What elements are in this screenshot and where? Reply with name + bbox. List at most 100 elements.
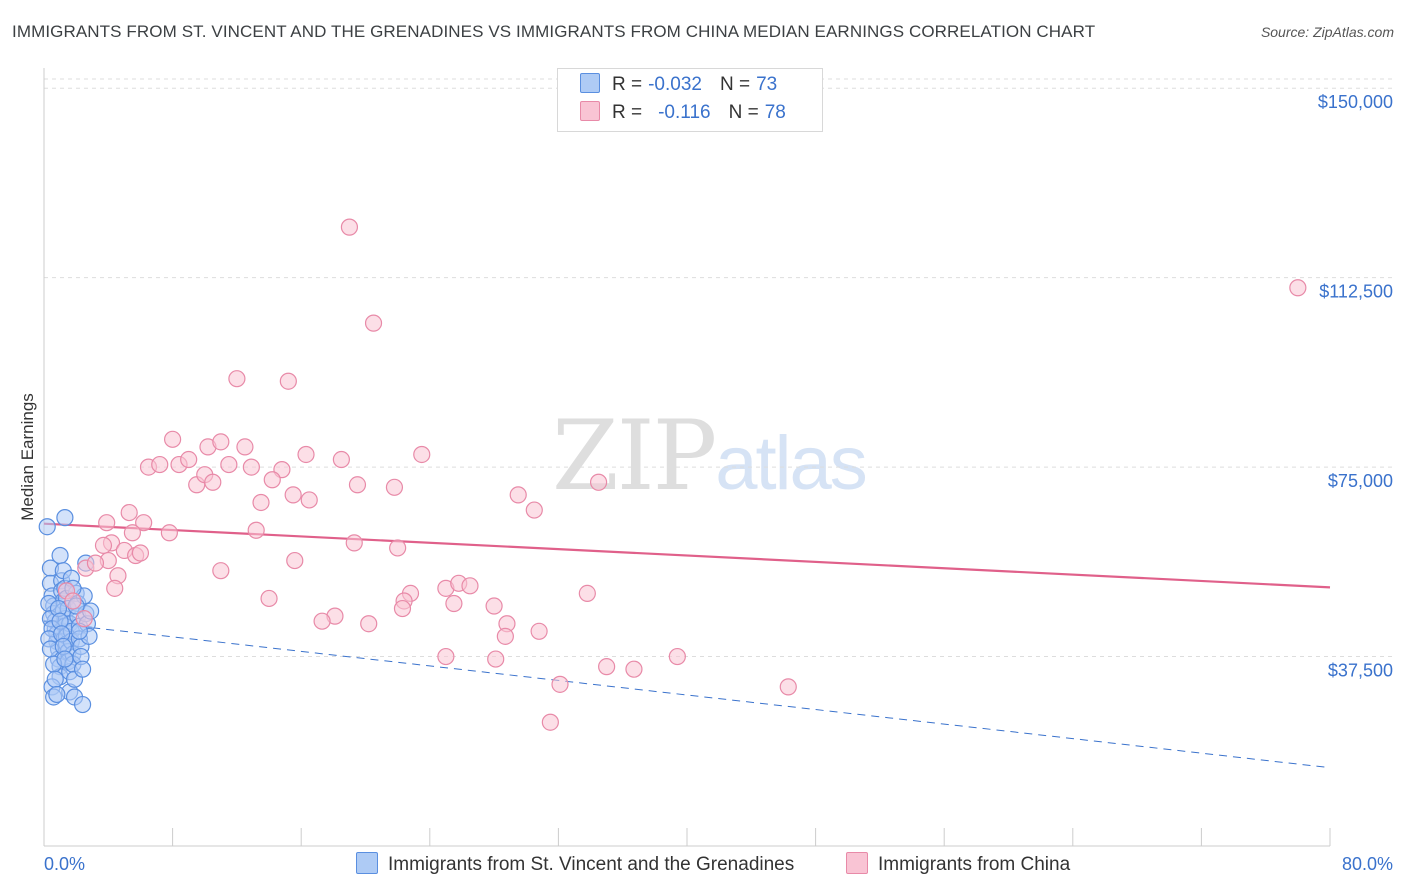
data-point-china xyxy=(106,579,124,597)
legend-row-series2: R = -0.116 N = 78 xyxy=(580,101,786,127)
data-point-china xyxy=(578,584,596,603)
legend-n-label: N = xyxy=(719,74,751,95)
legend-n-value: 78 xyxy=(764,102,786,123)
watermark: ZIPatlas xyxy=(552,400,868,512)
data-point-china xyxy=(120,503,138,522)
legend-r-value: -0.116 xyxy=(658,102,711,123)
axes xyxy=(43,68,1331,847)
tick-labels: $37,500 $75,000 $112,500 $150,000 0.0% 80.0% M… xyxy=(18,92,1393,874)
data-point-china xyxy=(247,521,265,539)
data-point-china xyxy=(393,599,412,618)
data-point-china xyxy=(779,678,797,696)
data-point-stvincent xyxy=(51,546,69,565)
bottom-legend-swatch-pink xyxy=(846,852,868,874)
data-point-china xyxy=(94,536,113,555)
data-point-china xyxy=(487,650,505,668)
source-label: Source: ZipAtlas.com xyxy=(1260,24,1394,40)
data-point-stvincent xyxy=(73,695,92,714)
data-point-stvincent xyxy=(46,670,64,688)
data-point-china xyxy=(364,314,383,332)
data-point-china xyxy=(286,551,304,570)
data-point-china xyxy=(164,430,182,448)
y-axis-label: Median Earnings xyxy=(18,393,37,521)
data-point-stvincent xyxy=(56,509,74,527)
data-point-china xyxy=(297,445,315,464)
data-point-china xyxy=(1289,279,1307,297)
trend-line-china xyxy=(43,522,1331,589)
data-point-china xyxy=(313,612,331,630)
legend-n-label: N = xyxy=(728,102,759,123)
legend-n-value: 73 xyxy=(756,74,778,95)
data-point-china xyxy=(485,597,503,615)
data-point-china xyxy=(437,647,455,666)
data-point-china xyxy=(252,493,270,512)
data-point-china xyxy=(525,501,543,519)
data-point-china xyxy=(541,713,559,731)
bottom-legend-series1: Immigrants from St. Vincent and the Gren… xyxy=(356,852,794,876)
data-point-china xyxy=(348,476,367,494)
y-tick-label: $112,500 xyxy=(1319,282,1393,302)
data-point-china xyxy=(461,577,479,595)
legend-r-value: -0.032 xyxy=(648,74,702,95)
y-tick-label: $150,000 xyxy=(1318,92,1393,112)
data-point-china xyxy=(389,539,407,557)
data-point-china xyxy=(123,524,142,542)
data-point-china xyxy=(496,627,514,645)
data-point-china xyxy=(242,458,260,476)
legend-r-label: R = xyxy=(612,74,643,95)
legend-r-label: R = xyxy=(612,102,643,123)
x-tick-label: 80.0% xyxy=(1342,854,1393,874)
data-point-china xyxy=(625,660,643,678)
data-point-china xyxy=(668,647,686,666)
data-point-china xyxy=(228,370,246,388)
data-point-china xyxy=(385,478,404,496)
bottom-legend-label-series1: Immigrants from St. Vincent and the Gren… xyxy=(388,854,795,875)
data-point-china xyxy=(135,514,153,532)
data-point-china xyxy=(360,615,378,633)
data-point-china xyxy=(332,450,350,469)
data-point-stvincent xyxy=(38,518,56,536)
data-point-china xyxy=(212,562,230,580)
data-point-china xyxy=(131,544,150,562)
data-point-china xyxy=(530,622,548,640)
data-point-stvincent xyxy=(48,685,66,704)
data-point-china xyxy=(509,486,527,504)
data-point-china xyxy=(345,534,363,552)
data-point-china xyxy=(98,514,116,532)
data-point-china xyxy=(212,433,230,451)
trend-line-stvincent-extended xyxy=(92,627,1331,769)
data-point-china xyxy=(236,438,254,456)
y-tick-label: $75,000 xyxy=(1328,471,1393,491)
legend-swatch-pink xyxy=(580,101,600,121)
watermark-zip: ZIP xyxy=(552,400,717,512)
data-point-china xyxy=(598,658,616,676)
data-point-china xyxy=(75,610,93,628)
data-point-china xyxy=(445,594,463,613)
data-points xyxy=(38,218,1307,731)
legend-row-series1: R = -0.032 N = 73 xyxy=(580,73,777,99)
bottom-legend-series2: Immigrants from China xyxy=(846,852,1070,876)
data-point-stvincent xyxy=(56,650,74,668)
data-point-china xyxy=(220,455,238,474)
data-point-china xyxy=(151,455,169,474)
bottom-legend-label-series2: Immigrants from China xyxy=(878,854,1071,875)
trend-lines xyxy=(43,522,1331,769)
data-point-china xyxy=(300,491,318,509)
data-point-stvincent xyxy=(73,660,92,678)
data-point-china xyxy=(551,675,569,693)
data-point-china xyxy=(284,486,302,504)
watermark-atlas: atlas xyxy=(715,421,868,506)
data-point-china xyxy=(340,218,359,236)
data-point-china xyxy=(86,554,105,572)
x-tick-label: 0.0% xyxy=(44,854,85,874)
data-point-china xyxy=(160,524,178,542)
chart-title: IMMIGRANTS FROM ST. VINCENT AND THE GREN… xyxy=(12,22,1096,41)
data-point-china xyxy=(589,473,608,491)
bottom-legend-swatch-blue xyxy=(356,852,378,874)
grid-lines xyxy=(44,78,1396,658)
legend-swatch-blue xyxy=(580,73,600,93)
correlation-legend: R = -0.032 N = 73 R = -0.116 N = 78 xyxy=(557,68,823,132)
data-point-china xyxy=(204,473,222,491)
data-point-china xyxy=(260,589,278,608)
